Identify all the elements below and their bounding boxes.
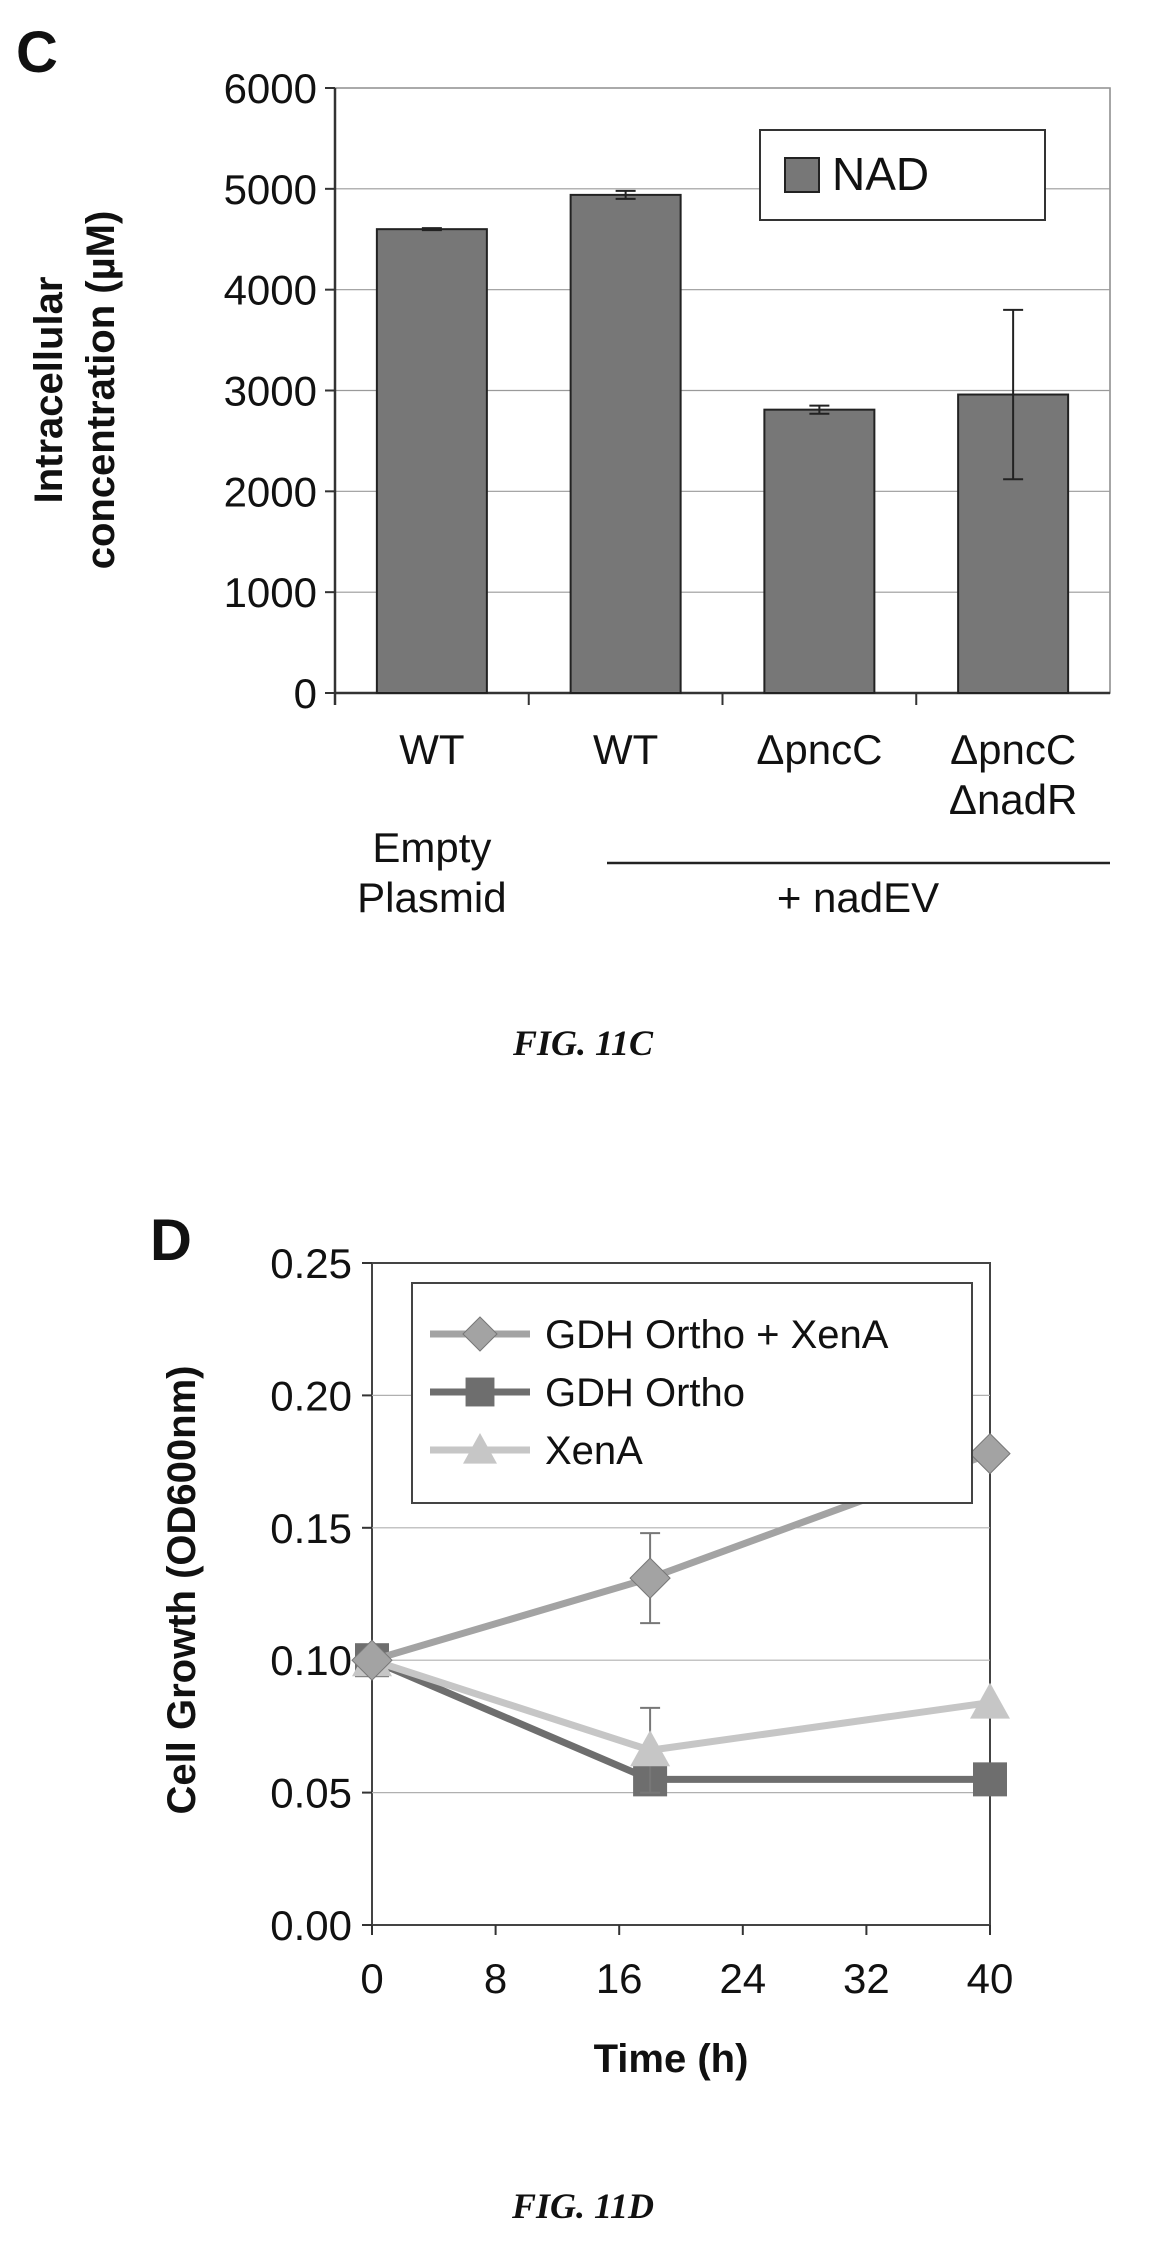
y-tick-label-c: 3000 <box>224 368 317 415</box>
x-tick-label-d: 0 <box>360 1955 383 2002</box>
bar-c <box>375 228 488 695</box>
y-tick-label-c: 5000 <box>224 166 317 213</box>
x-category-label-c: ΔpncC <box>950 726 1076 773</box>
marker-diamond <box>462 1316 498 1352</box>
group-label-c: Empty <box>372 824 491 871</box>
y-axis-title-c: Intracellular concentration (µM) <box>27 211 123 570</box>
x-tick-label-d: 32 <box>843 1955 890 2002</box>
x-category-label-c: ΔnadR <box>949 776 1077 823</box>
x-category-label-c: ΔpncC <box>756 726 882 773</box>
bar-c <box>763 408 876 694</box>
group-label-c: Plasmid <box>357 874 506 921</box>
y-tick-label-c: 2000 <box>224 468 317 515</box>
y-tick-label-d: 0.20 <box>270 1372 352 1419</box>
y-axis-title-d: Cell Growth (OD600nm) <box>160 1366 204 1815</box>
x-category-label-c: WT <box>399 726 464 773</box>
marker-triangle <box>970 1682 1010 1719</box>
legend-label-d: GDH Ortho + XenA <box>545 1313 889 1357</box>
y-tick-label-d: 0.05 <box>270 1770 352 1817</box>
caption-11c: FIG. 11C <box>512 1023 654 1063</box>
panel-d-letter: D <box>150 1208 192 1273</box>
legend-swatch-c <box>784 157 820 193</box>
y-tick-label-d: 0.10 <box>270 1637 352 1684</box>
marker-diamond <box>629 1557 671 1599</box>
caption-11d: FIG. 11D <box>511 2186 654 2226</box>
panel-c-letter: C <box>16 20 58 85</box>
y-axis-title-line: Intracellular <box>27 277 71 504</box>
x-category-label-c: WT <box>593 726 658 773</box>
x-tick-label-d: 16 <box>596 1955 643 2002</box>
marker-triangle <box>463 1433 497 1464</box>
y-tick-label-c: 0 <box>294 670 317 717</box>
marker-square <box>973 1762 1007 1797</box>
marker-diamond <box>969 1432 1011 1475</box>
bar-c <box>569 193 682 694</box>
x-axis-title-d: Time (h) <box>594 2037 749 2081</box>
group-label-c: + nadEV <box>777 874 939 921</box>
legend-label-d: GDH Ortho <box>545 1371 745 1415</box>
marker-diamond <box>351 1639 393 1681</box>
x-tick-label-d: 24 <box>719 1955 766 2002</box>
x-tick-label-d: 8 <box>484 1955 507 2002</box>
y-tick-label-c: 1000 <box>224 569 317 616</box>
marker-square <box>465 1377 495 1407</box>
y-tick-label-d: 0.00 <box>270 1902 352 1949</box>
marker-triangle <box>630 1730 671 1767</box>
y-tick-label-c: 6000 <box>224 65 317 112</box>
y-tick-label-d: 0.15 <box>270 1505 352 1552</box>
y-axis-title-line: concentration (µM) <box>79 211 123 570</box>
y-tick-label-c: 4000 <box>224 267 317 314</box>
legend-label-c: NAD <box>832 148 929 200</box>
legend-label-d: XenA <box>545 1429 643 1473</box>
y-tick-label-d: 0.25 <box>270 1240 352 1287</box>
chart-d: 0.00 0.05 0.10 0.15 0.20 0.25 0 8 16 24 32 40 Time (… <box>160 1240 1013 2081</box>
x-tick-label-d: 40 <box>967 1955 1014 2002</box>
